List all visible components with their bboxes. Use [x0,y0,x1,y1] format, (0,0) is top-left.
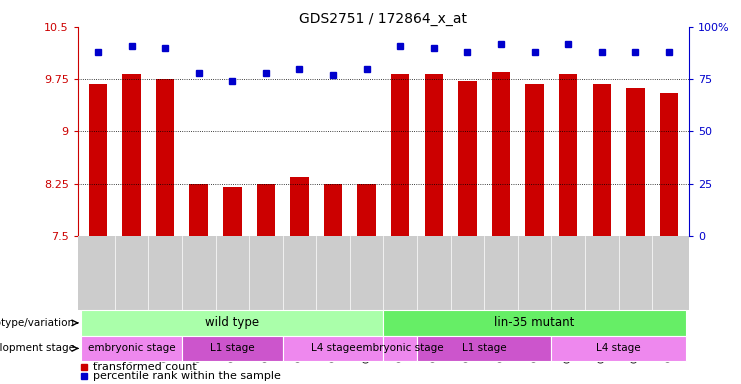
Text: development stage: development stage [0,343,75,353]
Bar [425,74,443,236]
Bar [458,81,476,236]
Bar [82,336,182,361]
Text: L4 stage: L4 stage [310,343,356,353]
Bar [290,177,309,236]
Bar [182,336,283,361]
Bar [156,79,174,236]
Text: wild type: wild type [205,316,259,329]
Bar [190,184,208,236]
Bar [551,336,685,361]
Bar [391,74,410,236]
Text: embryonic stage: embryonic stage [87,343,176,353]
Bar [89,84,107,236]
Text: lin-35 mutant: lin-35 mutant [494,316,575,329]
Text: percentile rank within the sample: percentile rank within the sample [93,371,281,381]
Text: L1 stage: L1 stage [462,343,507,353]
Bar [82,310,384,336]
Bar [417,336,551,361]
Bar [492,72,511,236]
Text: L1 stage: L1 stage [210,343,255,353]
Bar [593,84,611,236]
Bar [626,88,645,236]
Bar [223,187,242,236]
Bar [525,84,544,236]
Text: L4 stage: L4 stage [597,343,641,353]
Bar [324,184,342,236]
Bar [559,74,577,236]
Bar [384,310,685,336]
Title: GDS2751 / 172864_x_at: GDS2751 / 172864_x_at [299,12,468,26]
Bar [256,184,275,236]
Bar [122,74,141,236]
Text: transformed count: transformed count [93,362,197,372]
Bar [384,336,417,361]
Text: genotype/variation: genotype/variation [0,318,75,328]
Bar [357,184,376,236]
Bar [659,93,678,236]
Bar [283,336,384,361]
Text: embryonic stage: embryonic stage [356,343,444,353]
